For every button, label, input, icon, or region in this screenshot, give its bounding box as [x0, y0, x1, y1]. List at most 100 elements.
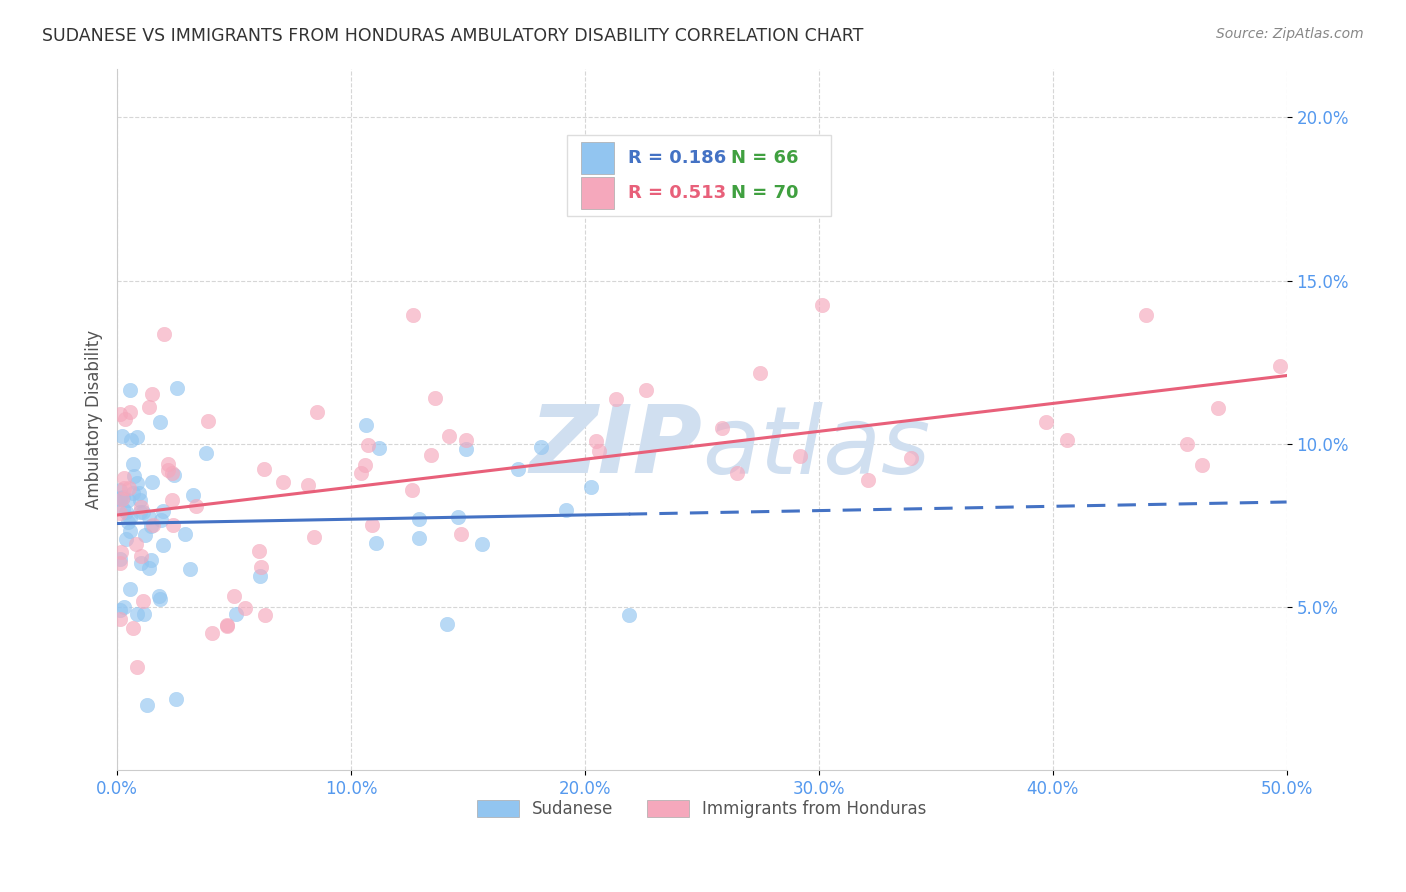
FancyBboxPatch shape: [582, 142, 614, 174]
Point: [141, 519, 163, 533]
Point: [108, 491, 131, 505]
Point: [122, 620, 145, 634]
Point: [408, 531, 430, 545]
Point: [160, 493, 183, 508]
Point: [471, 537, 494, 551]
Text: Source: ZipAtlas.com: Source: ZipAtlas.com: [1216, 27, 1364, 41]
Point: [748, 366, 770, 380]
Point: [305, 405, 328, 419]
Point: [401, 483, 423, 498]
Point: [162, 518, 184, 533]
Point: [125, 536, 148, 550]
Point: [138, 561, 160, 575]
Point: [138, 509, 160, 524]
Point: [419, 448, 441, 462]
Point: [112, 481, 135, 495]
Point: [588, 444, 610, 458]
Point: [247, 543, 270, 558]
Point: [436, 617, 458, 632]
Point: [117, 492, 139, 507]
Point: [153, 327, 176, 342]
Point: [115, 505, 138, 519]
Point: [165, 691, 187, 706]
Point: [425, 391, 447, 405]
Point: [710, 421, 733, 435]
Point: [789, 449, 811, 463]
Point: [110, 429, 132, 443]
Point: [437, 428, 460, 442]
Point: [149, 415, 172, 429]
Point: [357, 438, 380, 452]
Point: [585, 434, 607, 449]
Point: [456, 442, 478, 456]
Point: [138, 400, 160, 414]
Point: [122, 457, 145, 471]
Point: [108, 407, 131, 421]
Point: [367, 442, 389, 456]
Point: [366, 536, 388, 550]
Point: [160, 467, 183, 481]
Point: [225, 607, 247, 621]
Point: [129, 556, 152, 570]
Point: [530, 440, 553, 454]
Point: [408, 512, 430, 526]
Y-axis label: Ambulatory Disability: Ambulatory Disability: [86, 330, 103, 508]
Point: [142, 518, 165, 533]
Point: [1206, 401, 1229, 415]
Point: [725, 467, 748, 481]
Point: [120, 524, 142, 538]
Point: [184, 499, 207, 513]
Point: [250, 559, 273, 574]
Point: [605, 392, 627, 406]
Point: [125, 476, 148, 491]
Point: [112, 471, 135, 485]
Point: [135, 698, 157, 712]
Point: [129, 500, 152, 515]
Legend: Sudanese, Immigrants from Honduras: Sudanese, Immigrants from Honduras: [471, 793, 934, 825]
Point: [1035, 415, 1057, 429]
Point: [120, 405, 142, 419]
Point: [108, 491, 131, 506]
Point: [402, 308, 425, 322]
Point: [350, 466, 373, 480]
Point: [118, 384, 141, 398]
Point: [195, 446, 218, 460]
Point: [297, 478, 319, 492]
Point: [141, 553, 163, 567]
Point: [128, 485, 150, 500]
Point: [131, 505, 153, 519]
Point: [181, 488, 204, 502]
Point: [361, 517, 384, 532]
Point: [115, 532, 138, 546]
Point: [302, 530, 325, 544]
Point: [157, 457, 180, 471]
Point: [166, 380, 188, 394]
Point: [132, 607, 155, 621]
Point: [253, 607, 276, 622]
Point: [110, 557, 132, 571]
Point: [1056, 433, 1078, 447]
Point: [118, 510, 141, 524]
Point: [555, 503, 578, 517]
Point: [122, 486, 145, 500]
Point: [110, 545, 132, 559]
Point: [235, 601, 257, 615]
Text: N = 66: N = 66: [731, 149, 799, 167]
Point: [152, 504, 174, 518]
Point: [125, 607, 148, 621]
Point: [1268, 359, 1291, 373]
Point: [125, 430, 148, 444]
Point: [120, 582, 142, 596]
Point: [617, 607, 640, 622]
Point: [112, 502, 135, 516]
Point: [129, 506, 152, 520]
Point: [222, 590, 245, 604]
Point: [129, 549, 152, 563]
Point: [173, 527, 195, 541]
Point: [108, 603, 131, 617]
Point: [152, 538, 174, 552]
Point: [141, 475, 163, 489]
FancyBboxPatch shape: [568, 136, 831, 216]
Point: [900, 451, 922, 466]
Point: [108, 483, 131, 497]
